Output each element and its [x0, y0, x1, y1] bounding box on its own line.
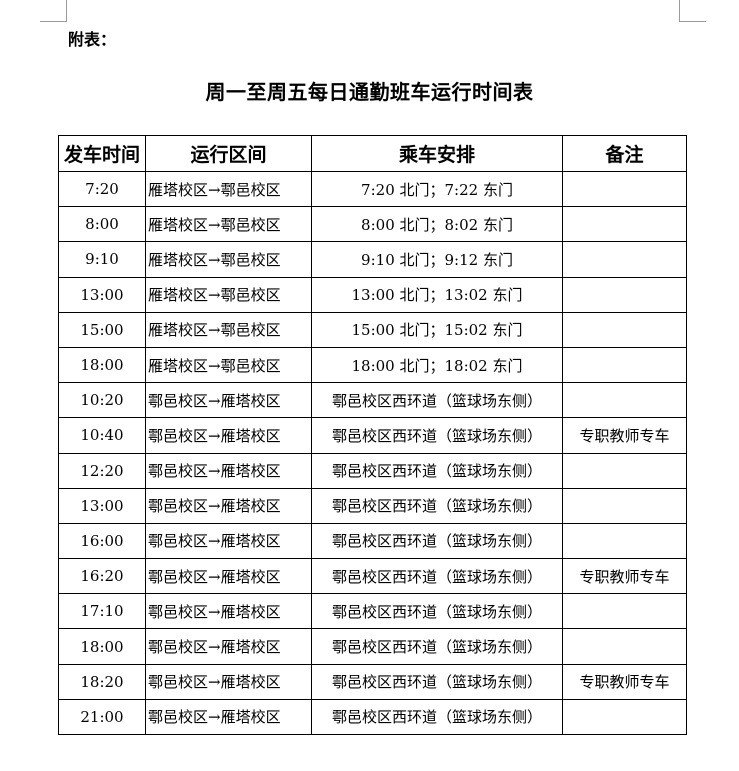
- table-row: 18:00 雁塔校区→鄠邑校区 18:00 北门；18:02 东门: [58, 346, 687, 384]
- departure-time-cell: 18:00: [58, 346, 146, 384]
- boarding-arrangement-cell: 鄠邑校区西环道（篮球场东侧）: [311, 487, 563, 524]
- note-cell: [562, 346, 687, 384]
- note-cell: [562, 382, 687, 419]
- boarding-arrangement-cell: 18:00 北门；18:02 东门: [311, 346, 563, 384]
- table-row: 17:10 鄠邑校区→雁塔校区 鄠邑校区西环道（篮球场东侧）: [58, 593, 687, 630]
- boarding-arrangement-cell: 7:20 北门；7:22 东门: [311, 170, 563, 208]
- boarding-arrangement-cell: 鄠邑校区西环道（篮球场东侧）: [311, 382, 563, 419]
- schedule-table: 发车时间 运行区间 乘车安排 备注 7:20 雁塔校区→鄠邑校区 7:20 北门；7…: [58, 135, 687, 736]
- route-cell: 雁塔校区→鄠邑校区: [145, 170, 312, 208]
- boarding-arrangement-cell: 8:00 北门；8:02 东门: [311, 206, 563, 243]
- boarding-arrangement-cell: 鄠邑校区西环道（篮球场东侧）: [311, 558, 563, 595]
- table-row: 18:00 鄠邑校区→雁塔校区 鄠邑校区西环道（篮球场东侧）: [58, 628, 687, 665]
- table-row: 16:20 鄠邑校区→雁塔校区 鄠邑校区西环道（篮球场东侧） 专职教师专车: [58, 558, 687, 595]
- table-row: 12:20 鄠邑校区→雁塔校区 鄠邑校区西环道（篮球场东侧）: [58, 452, 687, 489]
- note-cell: [562, 698, 687, 736]
- departure-time-cell: 12:20: [58, 452, 146, 489]
- note-cell: 专职教师专车: [562, 417, 687, 454]
- note-cell: [562, 593, 687, 630]
- note-cell: [562, 452, 687, 489]
- route-cell: 雁塔校区→鄠邑校区: [145, 206, 312, 243]
- note-cell: [562, 206, 687, 243]
- departure-time-cell: 15:00: [58, 311, 146, 348]
- note-cell: [562, 311, 687, 348]
- departure-time-cell: 9:10: [58, 241, 146, 278]
- boarding-arrangement-cell: 鄠邑校区西环道（篮球场东侧）: [311, 522, 563, 560]
- table-row: 13:00 雁塔校区→鄠邑校区 13:00 北门；13:02 东门: [58, 276, 687, 313]
- header-route: 运行区间: [145, 135, 312, 172]
- table-row: 9:10 雁塔校区→鄠邑校区 9:10 北门；9:12 东门: [58, 241, 687, 278]
- boarding-arrangement-cell: 鄠邑校区西环道（篮球场东侧）: [311, 663, 563, 700]
- header-departure-time: 发车时间: [58, 135, 146, 172]
- table-row: 21:00 鄠邑校区→雁塔校区 鄠邑校区西环道（篮球场东侧）: [58, 698, 687, 736]
- departure-time-cell: 8:00: [58, 206, 146, 243]
- note-cell: [562, 487, 687, 524]
- note-cell: [562, 170, 687, 208]
- departure-time-cell: 7:20: [58, 170, 146, 208]
- route-cell: 鄠邑校区→雁塔校区: [145, 628, 312, 665]
- departure-time-cell: 13:00: [58, 276, 146, 313]
- table-row: 13:00 鄠邑校区→雁塔校区 鄠邑校区西环道（篮球场东侧）: [58, 487, 687, 524]
- table-header-row: 发车时间 运行区间 乘车安排 备注: [58, 135, 687, 172]
- table-row: 15:00 雁塔校区→鄠邑校区 15:00 北门；15:02 东门: [58, 311, 687, 348]
- page-corner-mark-top-left: [40, 0, 67, 22]
- route-cell: 鄠邑校区→雁塔校区: [145, 663, 312, 700]
- note-cell: 专职教师专车: [562, 558, 687, 595]
- route-cell: 鄠邑校区→雁塔校区: [145, 698, 312, 736]
- boarding-arrangement-cell: 13:00 北门；13:02 东门: [311, 276, 563, 313]
- table-row: 8:00 雁塔校区→鄠邑校区 8:00 北门；8:02 东门: [58, 206, 687, 243]
- boarding-arrangement-cell: 15:00 北门；15:02 东门: [311, 311, 563, 348]
- departure-time-cell: 17:10: [58, 593, 146, 630]
- route-cell: 鄠邑校区→雁塔校区: [145, 558, 312, 595]
- route-cell: 雁塔校区→鄠邑校区: [145, 241, 312, 278]
- route-cell: 雁塔校区→鄠邑校区: [145, 346, 312, 384]
- header-boarding-arrangement: 乘车安排: [311, 135, 563, 172]
- route-cell: 鄠邑校区→雁塔校区: [145, 452, 312, 489]
- route-cell: 鄠邑校区→雁塔校区: [145, 522, 312, 560]
- departure-time-cell: 16:00: [58, 522, 146, 560]
- departure-time-cell: 16:20: [58, 558, 146, 595]
- table-row: 18:20 鄠邑校区→雁塔校区 鄠邑校区西环道（篮球场东侧） 专职教师专车: [58, 663, 687, 700]
- route-cell: 雁塔校区→鄠邑校区: [145, 311, 312, 348]
- note-cell: 专职教师专车: [562, 663, 687, 700]
- route-cell: 鄠邑校区→雁塔校区: [145, 487, 312, 524]
- document-title: 周一至周五每日通勤班车运行时间表: [205, 80, 534, 104]
- boarding-arrangement-cell: 9:10 北门；9:12 东门: [311, 241, 563, 278]
- note-cell: [562, 628, 687, 665]
- departure-time-cell: 18:20: [58, 663, 146, 700]
- route-cell: 鄠邑校区→雁塔校区: [145, 593, 312, 630]
- note-cell: [562, 276, 687, 313]
- note-cell: [562, 241, 687, 278]
- route-cell: 雁塔校区→鄠邑校区: [145, 276, 312, 313]
- boarding-arrangement-cell: 鄠邑校区西环道（篮球场东侧）: [311, 698, 563, 736]
- table-row: 16:00 鄠邑校区→雁塔校区 鄠邑校区西环道（篮球场东侧）: [58, 522, 687, 560]
- table-row: 10:20 鄠邑校区→雁塔校区 鄠邑校区西环道（篮球场东侧）: [58, 382, 687, 419]
- departure-time-cell: 10:20: [58, 382, 146, 419]
- table-row: 7:20 雁塔校区→鄠邑校区 7:20 北门；7:22 东门: [58, 170, 687, 208]
- route-cell: 鄠邑校区→雁塔校区: [145, 417, 312, 454]
- departure-time-cell: 21:00: [58, 698, 146, 736]
- boarding-arrangement-cell: 鄠邑校区西环道（篮球场东侧）: [311, 628, 563, 665]
- boarding-arrangement-cell: 鄠邑校区西环道（篮球场东侧）: [311, 452, 563, 489]
- header-notes: 备注: [562, 135, 687, 172]
- departure-time-cell: 10:40: [58, 417, 146, 454]
- departure-time-cell: 13:00: [58, 487, 146, 524]
- note-cell: [562, 522, 687, 560]
- route-cell: 鄠邑校区→雁塔校区: [145, 382, 312, 419]
- table-row: 10:40 鄠邑校区→雁塔校区 鄠邑校区西环道（篮球场东侧） 专职教师专车: [58, 417, 687, 454]
- appendix-label: 附表：: [68, 30, 117, 49]
- boarding-arrangement-cell: 鄠邑校区西环道（篮球场东侧）: [311, 417, 563, 454]
- departure-time-cell: 18:00: [58, 628, 146, 665]
- boarding-arrangement-cell: 鄠邑校区西环道（篮球场东侧）: [311, 593, 563, 630]
- page-corner-mark-top-right: [679, 0, 706, 22]
